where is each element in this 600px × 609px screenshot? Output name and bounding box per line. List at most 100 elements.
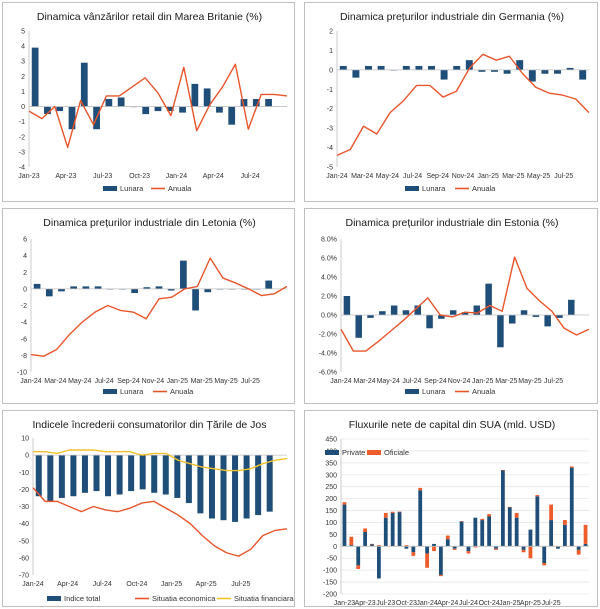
bar-lunara [179,106,186,113]
y-tick-label: 450 [325,437,337,444]
bar-private [452,546,457,549]
y-tick-label: 6 [23,237,27,244]
x-tick-label: Apr-23 [55,173,76,180]
bar-official [500,470,505,471]
legend-swatch [405,389,419,394]
x-tick-label: May-24 [377,378,400,385]
x-tick-label: Nov-24 [448,378,471,385]
bar-indice-total [35,455,42,497]
bar-official [452,548,457,550]
bar-official [438,574,443,577]
legend-label: Private [342,448,365,457]
bar-lunara [491,69,498,72]
bar-official [562,520,567,525]
x-tick-label: Oct-23 [396,600,417,607]
x-tick-label: Mar-25 [191,378,213,385]
bar-private [383,517,388,547]
legend-label: Lunara [422,387,446,396]
bar-indice-total [81,455,88,493]
bar-private [363,532,368,547]
legend-label: Indice total [64,594,101,603]
bar-lunara [352,69,360,78]
x-tick-label: Jan-23 [18,173,40,180]
y-tick-label: 350 [325,460,337,467]
y-tick-label: -50 [327,556,337,563]
legend-swatch [367,450,381,455]
y-tick-label: 300 [325,472,337,479]
bar-private [521,546,526,550]
y-tick-label: -60 [19,555,29,562]
bar-lunara [82,286,90,289]
bar-lunara [377,65,385,70]
bar-lunara [180,260,187,289]
x-tick-label: Mar-24 [44,378,66,385]
bar-lunara [566,67,574,70]
bar-lunara [142,106,150,115]
y-tick-label: 0 [333,544,337,551]
line-anuala [336,53,590,156]
y-tick-label: -20 [19,487,29,494]
bar-private [376,546,381,579]
x-tick-label: Apr-25 [520,600,541,607]
y-tick-label: -8 [21,353,27,360]
x-tick-label: Jan-24 [166,173,188,180]
y-tick-label: 2 [23,270,27,277]
bar-private [487,516,492,547]
x-tick-label: Jan-25 [472,378,494,385]
y-tick-label: -4.0% [319,351,337,358]
bar-official [376,545,381,547]
x-tick-label: Sep-24 [117,378,140,385]
bar-lunara [465,60,473,70]
bar-private [411,546,416,553]
x-tick-label: May-24 [376,173,399,180]
x-tick-label: Oct-24 [479,600,500,607]
chart-title: Fluxurile nete de capital din SUA (mld. … [349,419,556,431]
bar-lunara [131,288,138,294]
bar-private [514,517,519,547]
legend-swatch [47,596,61,601]
bar-official [514,512,519,518]
y-tick-label: -4 [327,145,333,152]
bar-lunara [365,65,372,70]
legend-label: Anuala [472,387,496,396]
legend-label: Lunara [120,387,144,396]
y-tick-label: -4 [19,165,25,172]
y-tick-label: -200 [323,592,337,599]
x-tick-label: Mar-24 [351,173,373,180]
legend-swatch [103,186,117,191]
chart-germany-ppi: Dinamica prețurilor industriale din Germ… [304,2,598,202]
legend-swatch [405,186,419,191]
bar-private [349,545,354,547]
bar-indice-total [139,455,146,490]
bar-lunara [473,305,481,315]
bar-lunara [265,280,273,289]
x-tick-label: Mar-24 [354,378,376,385]
bar-official [363,528,368,532]
y-tick-label: -1 [19,119,25,126]
x-tick-label: Sep-24 [424,378,447,385]
x-tick-label: Jan-24 [22,581,44,588]
bar-lunara [461,312,469,315]
bar-official [370,543,374,545]
bar-official [349,536,354,546]
legend-swatch [103,389,117,394]
bar-lunara [414,305,422,315]
bar-lunara [192,288,199,311]
x-tick-label: Apr-25 [196,581,217,588]
y-tick-label: 4.0% [321,275,337,282]
bar-lunara [453,65,461,70]
x-tick-label: Jul-25 [542,600,561,607]
y-tick-label: -50 [19,538,29,545]
bar-indice-total [185,455,192,504]
legend-label: Situatia financiara [234,594,294,603]
bar-private [390,512,395,547]
bar-lunara [485,283,492,315]
y-tick-label: -70 [19,573,29,580]
chart-title: Indicele încrederii consumatorilor din Ț… [32,419,266,431]
bar-private [507,506,512,547]
bar-lunara [154,106,162,112]
bar-lunara [203,88,211,107]
x-tick-label: May-24 [68,378,91,385]
bar-lunara [520,310,528,315]
bar-lunara [94,286,102,289]
